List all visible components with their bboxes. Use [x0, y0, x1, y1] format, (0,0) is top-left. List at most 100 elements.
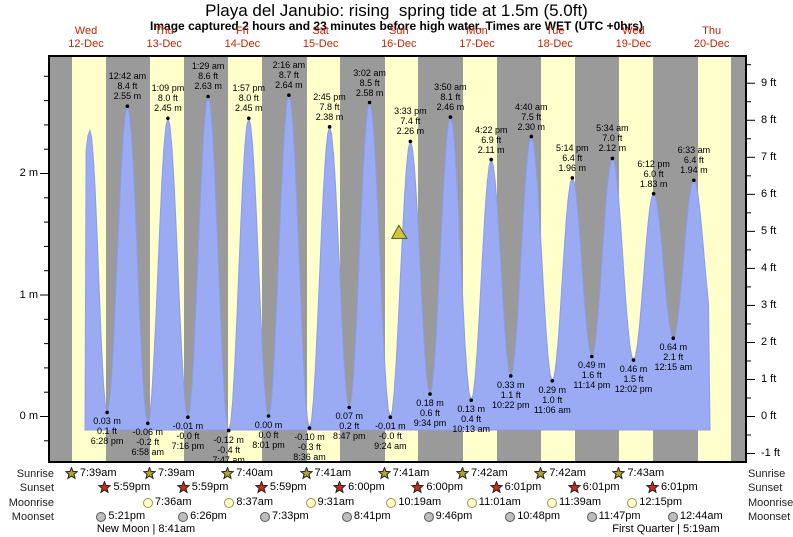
tide-label-line: 6.9 ft: [481, 134, 502, 145]
day-date: 20-Dec: [693, 38, 730, 50]
moonrise-time: 11:39am: [559, 496, 602, 508]
moon-phase-label: New Moon | 8:41am: [96, 523, 196, 535]
sunrise-entry: 7:42am: [455, 467, 508, 480]
tide-label-line: 8:36 am: [293, 452, 326, 463]
day-date: 18-Dec: [537, 38, 573, 50]
tide-label-line: 0.1 ft: [97, 426, 118, 437]
y-axis-right-label: 2 ft: [761, 335, 777, 348]
moonset-entry: 12:44am: [667, 510, 723, 523]
tide-label-line: 0.18 m: [416, 398, 444, 409]
low-tide-label: 0.33 m 1.1 ft 10:22 pm: [492, 380, 530, 410]
astro-row-label-left: Sunrise: [16, 468, 54, 480]
tide-label-line: 2.1 ft: [663, 352, 684, 363]
moonrise-time: 9:31am: [317, 496, 355, 508]
daylight-band: [71, 57, 106, 461]
moonset-entry: 8:41pm: [341, 510, 391, 523]
tide-label-line: 2.55 m: [113, 91, 142, 102]
sunrise-star-icon: [534, 467, 548, 480]
moonrise-icon: [142, 497, 153, 508]
moonrise-time: 11:01am: [478, 496, 521, 508]
y-axis-left-label: 2 m: [19, 167, 38, 179]
y-axis-right-label: 0 ft: [761, 410, 777, 422]
sunset-time: 6:00pm: [348, 481, 385, 493]
sunset-entry: 6:01pm: [489, 481, 542, 494]
tide-label-line: 0.64 m: [659, 342, 688, 353]
tide-label-line: 11:14 pm: [573, 380, 611, 391]
tide-label-line: 8.7 ft: [278, 70, 299, 81]
tide-label-line: 7:47 am: [212, 454, 245, 465]
tide-label-line: 1.6 ft: [581, 370, 602, 381]
sunrise-time: 7:39am: [79, 467, 117, 479]
tide-label-line: 8.0 ft: [238, 93, 259, 104]
y-axis-right-label: 8 ft: [761, 113, 777, 126]
day-date: 15-Dec: [302, 38, 339, 50]
moonset-entry: 10:48pm: [505, 510, 560, 523]
sunset-entry: 6:00pm: [333, 481, 385, 494]
tide-label-line: 8.6 ft: [198, 71, 219, 82]
tide-label-line: 0.0 ft: [258, 430, 279, 440]
tide-label-line: 1.96 m: [558, 162, 586, 173]
high-tide-label: 6:33 am 6.4 ft 1.94 m: [678, 145, 711, 175]
tide-label-line: 2.64 m: [275, 80, 303, 91]
moon-phase-label: First Quarter | 5:19am: [612, 523, 720, 535]
tide-label-line: -0.0 ft: [378, 431, 402, 442]
moonset-time: 6:26pm: [190, 510, 227, 522]
tide-label-line: 10:13 am: [452, 424, 490, 435]
tide-label-line: 0.4 ft: [461, 414, 482, 425]
high-tide-label: 1:57 pm 8.0 ft 2.45 m: [232, 83, 265, 113]
tide-label-line: 9:34 pm: [413, 418, 447, 429]
x-axis-day-label: Thu 20-Dec: [694, 25, 729, 51]
tide-label-line: 1.94 m: [680, 165, 708, 176]
tide-label-line: 12:02 pm: [614, 384, 653, 395]
sunset-star-icon: [176, 481, 190, 494]
moonrise-entry: 12:15pm: [627, 496, 682, 509]
y-axis-right-label: -1 ft: [761, 447, 780, 460]
y-axis-right-label: 1 ft: [761, 372, 777, 385]
tide-label-line: 8.1 ft: [440, 92, 461, 103]
moonset-entry: 5:21pm: [96, 510, 145, 523]
day-date: 13-Dec: [146, 38, 182, 50]
sunset-star-icon: [646, 481, 659, 494]
moonset-time: 11:47pm: [598, 510, 641, 522]
chart-subtitle: Image captured 2 hours and 23 minutes be…: [150, 19, 643, 33]
tide-label-line: -0.2 ft: [136, 437, 160, 448]
tide-label-line: -0.4 ft: [217, 444, 241, 455]
tide-label-line: 8.4 ft: [117, 81, 138, 92]
moonrise-icon: [466, 497, 477, 508]
tide-label-line: 1.5 ft: [623, 374, 644, 385]
tide-label-line: 11:06 am: [533, 404, 571, 415]
moonset-entry: 7:33pm: [260, 510, 309, 523]
high-tide-label: 2:45 pm 7.8 ft 2.38 m: [313, 92, 346, 122]
low-tide-label: 0.13 m 0.4 ft 10:13 am: [452, 404, 490, 434]
sunrise-entry: 7:41am: [299, 467, 351, 480]
sunrise-star-icon: [455, 467, 469, 480]
tide-label-line: -0.06 m: [132, 427, 164, 438]
tide-label-line: 7.4 ft: [400, 116, 421, 127]
tide-label-line: 7.8 ft: [319, 101, 340, 112]
sunset-star-icon: [567, 481, 581, 494]
sunrise-entry: 7:41am: [377, 467, 429, 480]
moonset-icon: [667, 511, 678, 522]
tide-label-line: 3:02 am: [353, 67, 386, 78]
tide-label-line: 1.0 ft: [542, 394, 563, 405]
tide-label-line: 2.38 m: [315, 111, 344, 122]
y-axis-left-label: 0 m: [19, 410, 38, 422]
tide-label-line: 0.46 m: [619, 364, 648, 375]
tide-label-line: 7.5 ft: [521, 111, 542, 122]
tide-label-line: -0.01 m: [375, 421, 406, 432]
low-tide-label: 0.00 m 0.0 ft 8:01 pm: [252, 420, 285, 450]
high-tide-label: 1:09 pm 8.0 ft 2.45 m: [152, 83, 185, 113]
sunset-time: 6:01pm: [504, 481, 542, 493]
tide-label-line: 6:28 pm: [90, 436, 124, 447]
sunrise-entry: 7:42am: [534, 467, 586, 480]
low-tide-label: -0.01 m -0.0 ft 7:16 pm: [172, 421, 205, 451]
moonset-entry: 9:46pm: [423, 510, 472, 523]
astro-row-label-right: Sunset: [748, 482, 783, 494]
tide-label-line: 3:33 pm: [394, 106, 427, 117]
day-name: Thu: [702, 25, 722, 37]
sunrise-entry: 7:43am: [612, 467, 664, 480]
sunrise-time: 7:39am: [158, 467, 195, 479]
sunset-entry: 6:00pm: [411, 481, 463, 494]
high-tide-label: 4:22 pm 6.9 ft 2.11 m: [475, 125, 508, 155]
x-axis-day-label: Mon 17-Dec: [459, 25, 494, 51]
